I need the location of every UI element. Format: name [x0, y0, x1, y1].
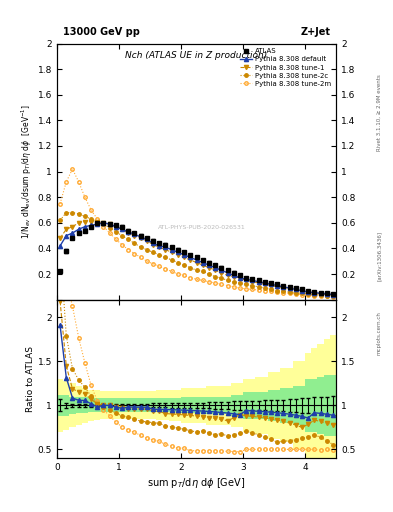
Y-axis label: Ratio to ATLAS: Ratio to ATLAS — [26, 346, 35, 412]
Y-axis label: 1/N$_{ev}$ dN$_{ev}$/dsum p$_T$/d$\eta$ d$\phi$  [GeV$^{-1}$]: 1/N$_{ev}$ dN$_{ev}$/dsum p$_T$/d$\eta$ … — [19, 104, 33, 239]
Text: Z+Jet: Z+Jet — [300, 27, 331, 37]
Text: Nch (ATLAS UE in Z production): Nch (ATLAS UE in Z production) — [125, 51, 268, 60]
X-axis label: sum p$_T$/d$\eta$ d$\phi$ [GeV]: sum p$_T$/d$\eta$ d$\phi$ [GeV] — [147, 476, 246, 490]
Text: ATL-PHYS-PUB-2020-026531: ATL-PHYS-PUB-2020-026531 — [158, 225, 246, 230]
Legend: ATLAS, Pythia 8.308 default, Pythia 8.308 tune-1, Pythia 8.308 tune-2c, Pythia 8: ATLAS, Pythia 8.308 default, Pythia 8.30… — [239, 47, 332, 88]
Text: 13000 GeV pp: 13000 GeV pp — [62, 27, 140, 37]
Text: mcplots.cern.ch: mcplots.cern.ch — [377, 311, 382, 355]
Text: Rivet 3.1.10, ≥ 2.9M events: Rivet 3.1.10, ≥ 2.9M events — [377, 74, 382, 151]
Text: [arXiv:1306.3436]: [arXiv:1306.3436] — [377, 231, 382, 281]
